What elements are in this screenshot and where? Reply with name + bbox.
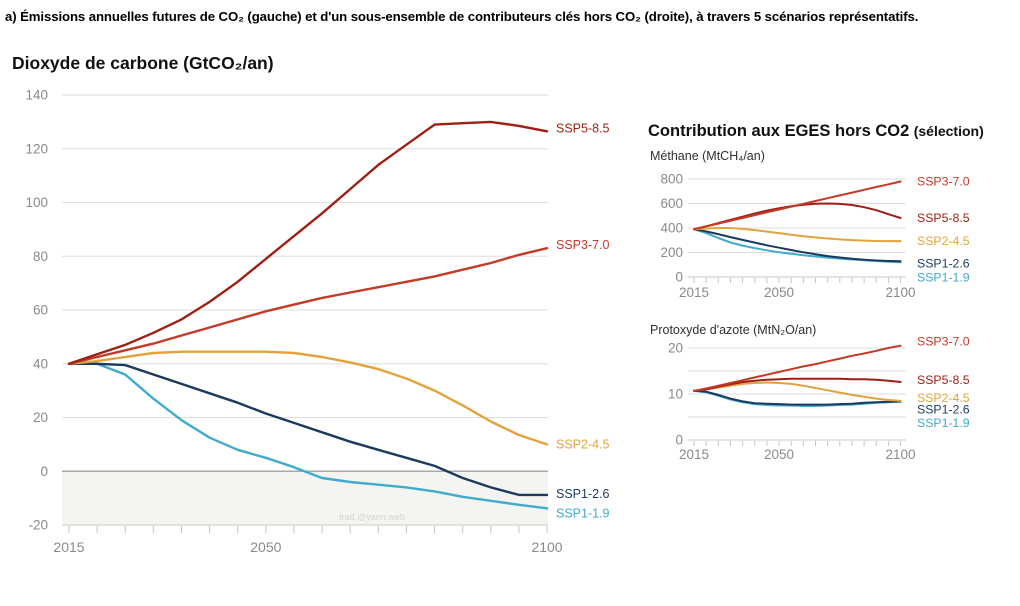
series-line-SSP2-4.5 [67,350,549,446]
y-tick-label: 10 [668,387,683,402]
x-tick-label: 2050 [764,447,794,462]
watermark: trad.@yann.web [339,512,405,522]
series-label-SSP1-1.9: SSP1-1.9 [917,270,970,284]
x-tick-label: 2100 [886,447,916,462]
y-tick-label: 100 [25,195,48,210]
y-tick-label: 200 [660,245,683,260]
y-tick-label: 0 [40,464,48,479]
series-line-SSP2-4.5 [693,227,902,243]
series-line-SSP5-8.5 [693,377,902,392]
x-tick-label: 2050 [250,539,281,555]
x-tick-label: 2015 [679,285,709,300]
series-label-SSP1-1.9: SSP1-1.9 [556,506,610,520]
y-tick-label: 0 [675,433,683,448]
series-line-SSP1-1.9 [693,228,902,264]
series-line-SSP2-4.5 [693,381,902,402]
series-line-SSP1-2.6 [693,389,902,406]
co2-chart: 140 120 100 80 60 40 20 0 -20 2015 2050 2100 trad.@y… [25,88,610,556]
x-tick-label: 2100 [886,285,916,300]
series-line-SSP1-2.6 [693,228,902,263]
series-label-SSP1-2.6: SSP1-2.6 [917,256,970,270]
n2o-chart-title: Protoxyde d'azote (MtN₂O/an) [650,323,817,337]
series-line-SSP3-7.0 [67,246,549,365]
ch4-chart-title: Méthane (MtCH₄/an) [650,149,765,163]
non-co2-header: Contribution aux EGES hors CO2 (sélectio… [648,122,1020,141]
x-tick-label: 2100 [531,539,562,555]
series-label-SSP3-7.0: SSP3-7.0 [556,238,610,252]
series-line-SSP1-1.9 [67,362,549,510]
y-tick-label: 400 [660,221,683,236]
series-label-SSP5-8.5: SSP5-8.5 [556,121,610,135]
series-label-SSP1-2.6: SSP1-2.6 [917,402,970,416]
series-line-SSP1-2.6 [67,362,549,497]
series-label-SSP2-4.5: SSP2-4.5 [917,391,970,405]
y-tick-label: 20 [668,341,683,356]
y-tick-label: 0 [675,270,683,285]
series-label-SSP1-2.6: SSP1-2.6 [556,487,610,501]
co2-chart-title: Dioxyde de carbone (GtCO₂/an) [12,53,274,73]
non-co2-header-main: Contribution aux EGES hors CO2 [648,122,910,140]
figure-caption: a) Émissions annuelles futures de CO₂ (g… [5,9,919,24]
series-label-SSP1-1.9: SSP1-1.9 [917,416,970,430]
y-tick-label: 80 [33,249,48,264]
series-line-SSP3-7.0 [693,180,902,231]
x-tick-label: 2015 [53,539,84,555]
x-tick-label: 2015 [679,447,709,462]
y-tick-label: 600 [660,196,683,211]
series-line-SSP5-8.5 [693,202,902,231]
series-label-SSP5-8.5: SSP5-8.5 [917,211,970,225]
y-tick-label: 120 [25,141,48,156]
y-tick-label: 20 [33,410,48,425]
series-line-SSP5-8.5 [67,120,549,365]
series-line-SSP3-7.0 [693,344,902,392]
series-label-SSP5-8.5: SSP5-8.5 [917,373,970,387]
x-tick-label: 2050 [764,285,794,300]
series-label-SSP3-7.0: SSP3-7.0 [917,335,970,349]
non-co2-header-suffix: (sélection) [913,123,984,139]
y-tick-label: 140 [25,88,48,103]
y-tick-label: -20 [28,518,48,533]
series-label-SSP3-7.0: SSP3-7.0 [917,174,970,188]
series-label-SSP2-4.5: SSP2-4.5 [556,437,610,451]
y-tick-label: 40 [33,356,48,371]
y-tick-label: 60 [33,303,48,318]
series-label-SSP2-4.5: SSP2-4.5 [917,234,970,248]
y-tick-label: 800 [660,172,683,187]
